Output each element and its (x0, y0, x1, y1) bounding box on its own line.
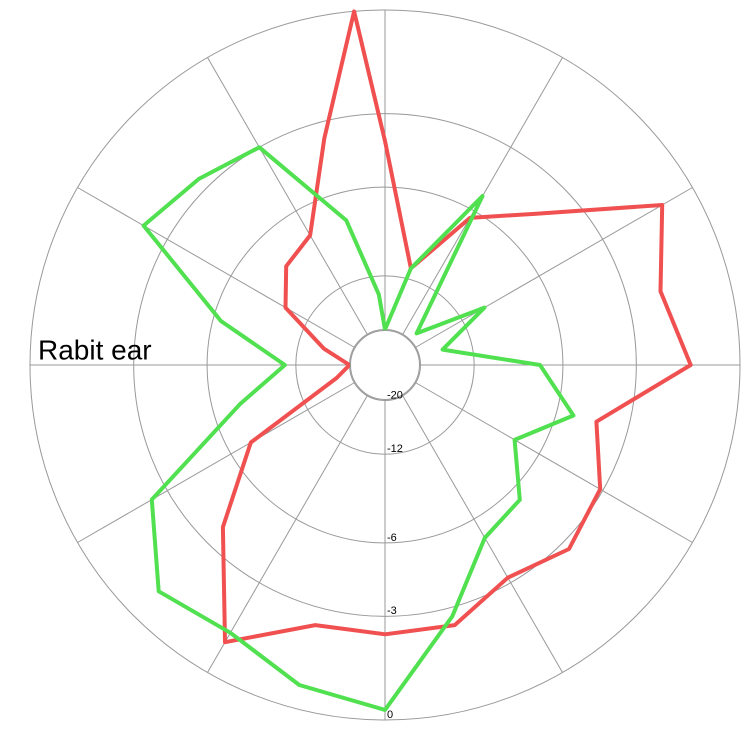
spoke (77, 382, 355, 543)
ring (133, 113, 637, 617)
center-hole (350, 330, 420, 400)
ring (29, 9, 741, 721)
r-tick-label: 0 (387, 709, 393, 721)
r-tick-label: -6 (387, 532, 397, 544)
r-tick-label: -20 (387, 389, 403, 401)
ring (206, 186, 564, 544)
spoke (402, 395, 563, 673)
pattern-line (141, 145, 576, 712)
annotation: Rabit ear (38, 334, 152, 365)
r-tick-label: -3 (387, 605, 397, 617)
r-tick-label: -12 (387, 443, 403, 455)
ring (295, 275, 475, 455)
pattern-line (220, 9, 693, 645)
spoke (415, 382, 693, 543)
